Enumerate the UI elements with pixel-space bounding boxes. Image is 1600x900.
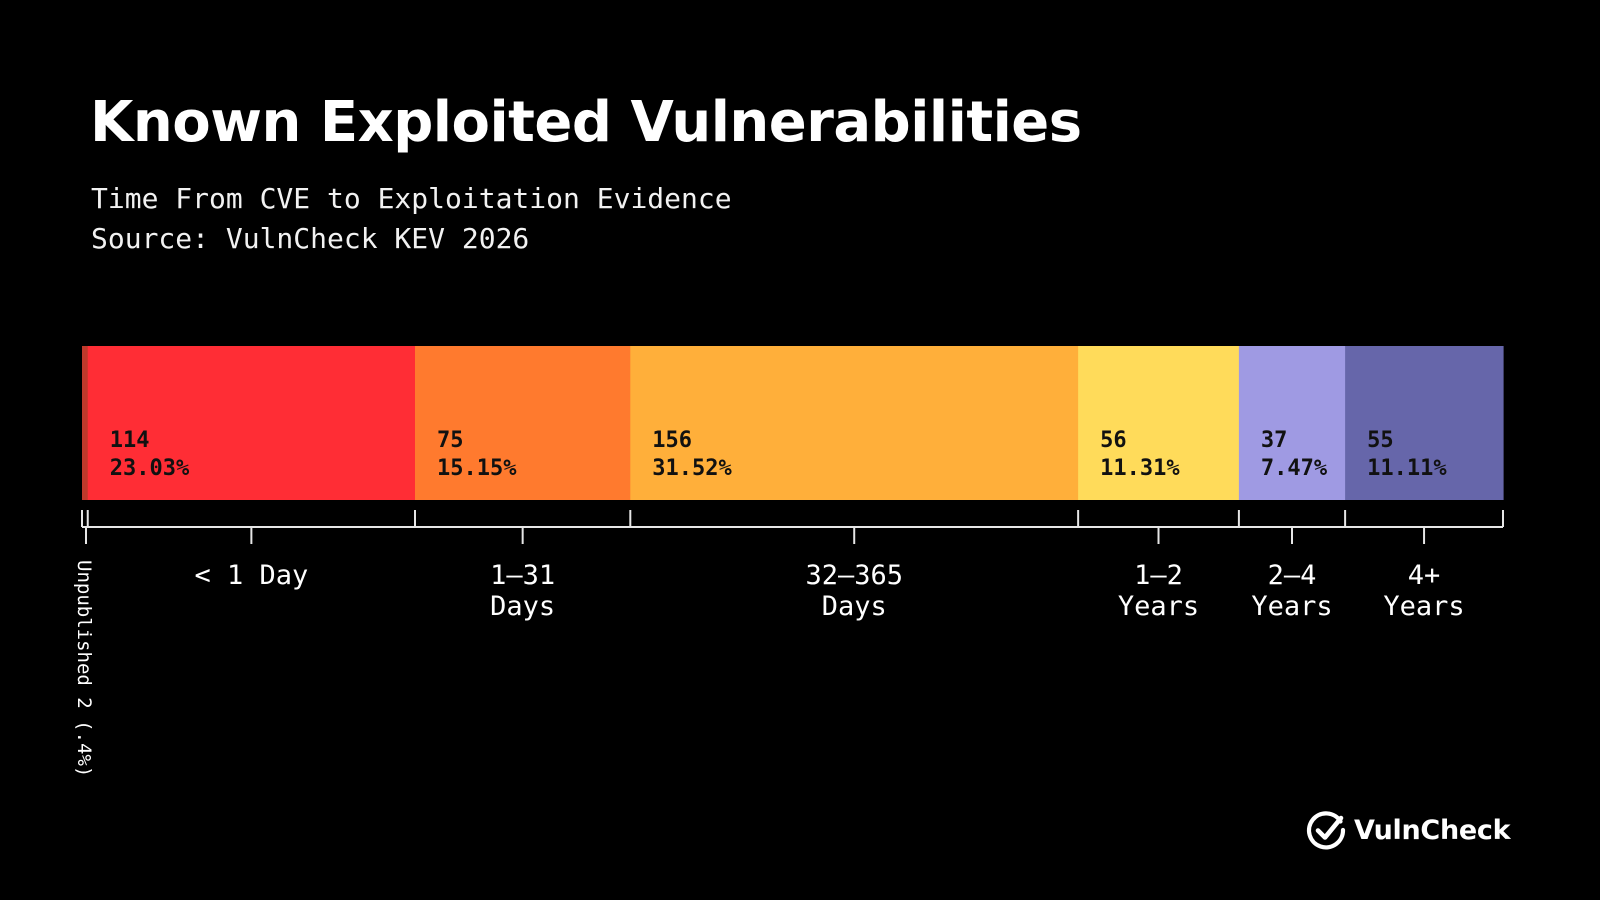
data-label-percent: 11.11% bbox=[1367, 456, 1447, 481]
data-label-count: 56 bbox=[1100, 428, 1127, 453]
category-label: 4+ Years bbox=[1383, 560, 1464, 622]
chart-subtitle: Time From CVE to Exploitation Evidence bbox=[91, 182, 732, 215]
bar-segment bbox=[1345, 346, 1504, 500]
bar-segment bbox=[630, 346, 1079, 500]
data-label-percent: 23.03% bbox=[110, 456, 190, 481]
data-label-count: 75 bbox=[437, 428, 464, 453]
data-label-percent: 11.31% bbox=[1100, 456, 1180, 481]
data-label-count: 37 bbox=[1261, 428, 1288, 453]
data-label-count: 114 bbox=[110, 428, 150, 453]
chart-source: Source: VulnCheck KEV 2026 bbox=[91, 222, 530, 255]
category-label: 32–365 Days bbox=[805, 560, 903, 622]
data-label-percent: 31.52% bbox=[652, 456, 732, 481]
check-circle-icon bbox=[1306, 811, 1346, 850]
data-label-percent: 7.47% bbox=[1261, 456, 1328, 481]
vulncheck-logo: VulnCheck bbox=[1306, 808, 1511, 852]
bar-segment bbox=[415, 346, 631, 500]
brand-name: VulnCheck bbox=[1354, 814, 1511, 846]
category-label: 2–4 Years bbox=[1251, 560, 1332, 622]
bar-segment bbox=[1078, 346, 1240, 500]
category-label: Unpublished 2 (.4%) bbox=[73, 560, 95, 777]
data-label-percent: 15.15% bbox=[437, 456, 517, 481]
bar-segment bbox=[1238, 346, 1346, 500]
category-label: 1–2 Years bbox=[1118, 560, 1199, 622]
chart-title: Known Exploited Vulnerabilities bbox=[90, 90, 1082, 155]
data-label-count: 156 bbox=[652, 428, 692, 453]
bar-segment bbox=[82, 346, 89, 500]
category-label: < 1 Day bbox=[194, 560, 308, 591]
data-label-count: 55 bbox=[1367, 428, 1394, 453]
category-label: 1–31 Days bbox=[490, 560, 555, 622]
bar-segment bbox=[87, 346, 416, 500]
